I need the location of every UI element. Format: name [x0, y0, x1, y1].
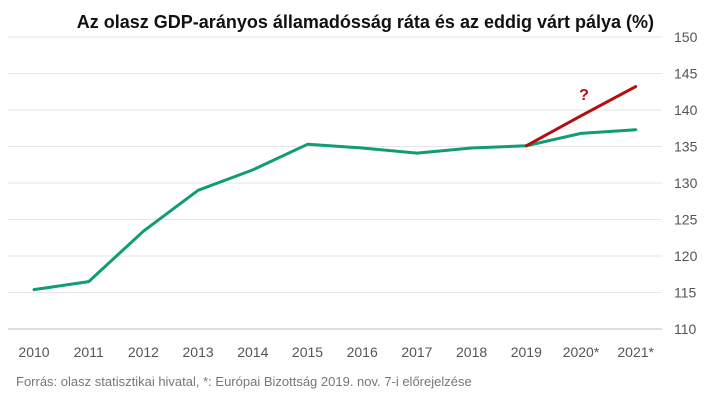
y-tick-label: 135: [674, 139, 698, 155]
x-tick-label: 2018: [456, 344, 487, 360]
annotation-question-mark: ?: [579, 87, 589, 104]
x-tick-label: 2013: [183, 344, 214, 360]
y-tick-label: 145: [674, 66, 698, 82]
chart-title: Az olasz GDP-arányos államadósság ráta é…: [77, 12, 654, 32]
x-tick-label: 2010: [18, 344, 49, 360]
y-tick-label: 125: [674, 212, 698, 228]
y-tick-label: 150: [674, 29, 698, 45]
x-tick-label: 2016: [347, 344, 378, 360]
plot-lines: [32, 85, 638, 292]
x-axis: 2010 2011 2012 2013 2014 2015 2016 2017 2018 2019…: [18, 344, 654, 360]
x-tick-label: 2020*: [563, 344, 600, 360]
y-axis: 110 115 120 125 130 135 140 145 150: [674, 29, 698, 337]
y-tick-label: 110: [674, 321, 697, 337]
series-line-projection: [524, 85, 638, 148]
x-tick-label: 2011: [74, 344, 104, 360]
source-note: Forrás: olasz statisztikai hivatal, *: E…: [16, 374, 472, 389]
x-tick-label: 2015: [292, 344, 323, 360]
x-tick-label: 2017: [401, 344, 432, 360]
series-line-actual: [32, 128, 638, 292]
x-tick-label: 2019: [511, 344, 542, 360]
grid-lines: [8, 36, 662, 330]
y-tick-label: 140: [674, 102, 698, 118]
x-tick-label: 2012: [128, 344, 159, 360]
y-tick-label: 130: [674, 175, 698, 191]
y-tick-label: 115: [674, 285, 697, 301]
x-tick-label: 2014: [237, 344, 268, 360]
y-tick-label: 120: [674, 248, 698, 264]
x-tick-label: 2021*: [617, 344, 654, 360]
